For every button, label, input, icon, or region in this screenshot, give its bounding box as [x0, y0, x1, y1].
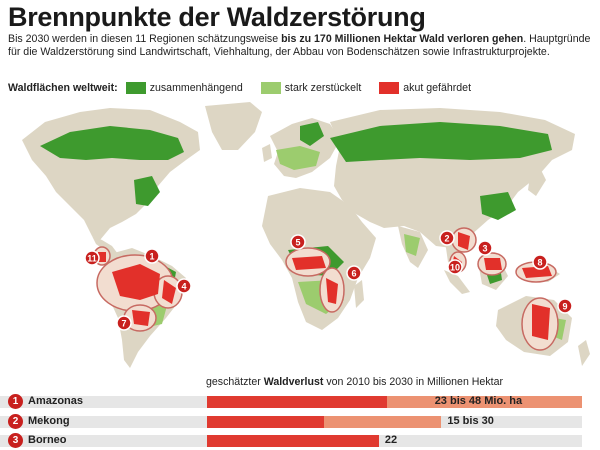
- forest-china: [480, 192, 516, 220]
- marker-7: 7: [116, 315, 132, 331]
- new-zealand: [578, 340, 590, 366]
- row-label: Mekong: [28, 415, 70, 427]
- legend-item-threatened: akut gefährdet: [379, 82, 471, 94]
- svg-text:7: 7: [121, 319, 126, 329]
- bar-min: [207, 396, 387, 408]
- chart-caption-post: von 2010 bis 2030 in Millionen Hektar: [323, 376, 503, 388]
- marker-6: 6: [346, 265, 362, 281]
- legend-swatch-threatened: [379, 82, 400, 94]
- marker-8: 8: [532, 254, 548, 270]
- forest-siberia: [330, 122, 552, 162]
- intro-bold: bis zu 170 Millionen Hektar Wald verlore…: [281, 33, 524, 45]
- chart-row-borneo: 3 Borneo 22: [0, 433, 600, 448]
- world-map: 1 2 3 4 5 6 7 8 9 10 11: [0, 98, 600, 380]
- row-label: Borneo: [28, 434, 67, 446]
- red-borneo: [484, 258, 502, 270]
- bar-min: [207, 416, 325, 428]
- red-amazon: [112, 264, 160, 300]
- forest-us-east: [134, 176, 160, 206]
- britain: [262, 144, 272, 162]
- svg-text:10: 10: [450, 263, 460, 273]
- svg-text:11: 11: [87, 254, 97, 264]
- marker-9: 9: [557, 298, 573, 314]
- bar-min: [207, 435, 379, 447]
- legend-item-fragmented: stark zerstückelt: [260, 82, 362, 94]
- marker-2: 2: [439, 230, 455, 246]
- legend-label-fragmented: stark zerstückelt: [284, 82, 362, 94]
- row-label: Amazonas: [28, 395, 84, 407]
- marker-11: 11: [84, 250, 100, 266]
- legend-label-threatened: akut gefährdet: [403, 82, 472, 94]
- row-number-badge: 3: [8, 433, 23, 448]
- svg-text:8: 8: [537, 258, 542, 268]
- forest-scandinavia: [300, 122, 324, 146]
- chart-row-mekong: 2 Mekong 15 bis 30: [0, 414, 600, 429]
- hotspot-circles: [93, 227, 559, 351]
- greenland: [205, 102, 262, 150]
- chart-row-amazonas: 1 Amazonas 23 bis 48 Mio. ha: [0, 394, 600, 409]
- svg-text:3: 3: [482, 244, 487, 254]
- intro-part2: . Hauptgründe für die Waldzerstörung sin…: [8, 33, 591, 58]
- row-number-badge: 2: [8, 414, 23, 429]
- threatened-forest: [98, 232, 552, 340]
- svg-text:5: 5: [295, 238, 300, 248]
- marker-3: 3: [477, 240, 493, 256]
- legend-swatch-fragmented: [260, 82, 281, 94]
- row-value: 15 bis 30: [447, 415, 494, 427]
- legend-swatch-contiguous: [125, 82, 146, 94]
- chart-caption-bold: Waldverlust: [263, 376, 324, 388]
- svg-text:1: 1: [149, 252, 154, 262]
- legend: Waldflächen weltweit: zusammenhängend st…: [8, 81, 489, 95]
- marker-1: 1: [144, 248, 160, 264]
- chart-caption-pre: geschätzter: [206, 376, 264, 388]
- red-choco: [98, 252, 106, 262]
- hotspot-markers: 1 2 3 4 5 6 7 8 9 10 11: [84, 230, 573, 331]
- red-chaco: [132, 310, 150, 326]
- svg-text:6: 6: [351, 269, 356, 279]
- red-eastafrica: [326, 278, 338, 304]
- svg-text:4: 4: [181, 282, 186, 292]
- row-value: 23 bis 48 Mio. ha: [434, 395, 523, 407]
- marker-10: 10: [447, 259, 463, 275]
- sumatra: [444, 270, 470, 294]
- intro-text: Bis 2030 werden in diesen 11 Regionen sc…: [8, 33, 593, 58]
- frag-europe: [276, 146, 320, 170]
- red-atlantic: [162, 280, 176, 304]
- svg-text:9: 9: [562, 302, 567, 312]
- japan: [528, 168, 546, 196]
- intro-part1: Bis 2030 werden in diesen 11 Regionen sc…: [8, 33, 282, 45]
- marker-4: 4: [176, 278, 192, 294]
- row-number-badge: 1: [8, 394, 23, 409]
- frag-india: [404, 234, 420, 256]
- red-mekong: [458, 232, 470, 250]
- page-title: Brennpunkte der Waldzerstörung: [8, 2, 426, 32]
- chart-caption: geschätzter Waldverlust von 2010 bis 203…: [206, 376, 503, 388]
- legend-title: Waldflächen weltweit:: [8, 82, 118, 94]
- marker-5: 5: [290, 234, 306, 250]
- svg-text:2: 2: [444, 234, 449, 244]
- row-value: 22: [384, 434, 398, 446]
- madagascar: [354, 280, 364, 308]
- forest-canada: [40, 126, 184, 160]
- central-america: [92, 236, 118, 256]
- red-congo: [292, 256, 326, 270]
- legend-item-contiguous: zusammenhängend: [125, 82, 243, 94]
- red-newguinea: [522, 266, 552, 278]
- legend-label-contiguous: zusammenhängend: [149, 82, 243, 94]
- red-australia: [532, 304, 550, 340]
